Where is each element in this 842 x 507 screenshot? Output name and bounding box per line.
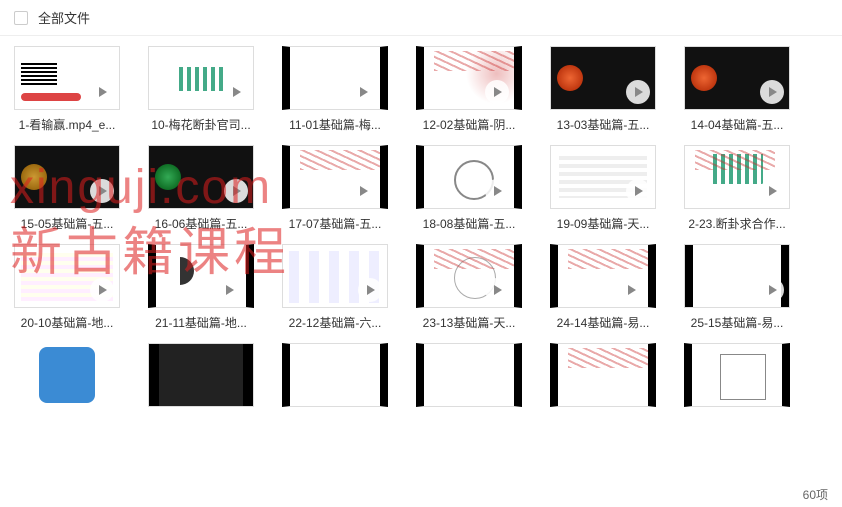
file-item: 24-14基础篇-易... (550, 244, 656, 331)
video-thumbnail[interactable] (416, 244, 522, 308)
file-label[interactable]: 19-09基础篇-天... (557, 215, 650, 232)
file-label[interactable]: 2-23.断卦求合作... (688, 215, 785, 232)
file-item: 22-12基础篇-六... (282, 244, 388, 331)
play-icon (224, 179, 248, 203)
play-icon (90, 179, 114, 203)
header-bar: 全部文件 (0, 0, 842, 36)
file-label[interactable]: 11-01基础篇-梅... (289, 116, 381, 133)
file-item (148, 343, 254, 413)
video-thumbnail[interactable] (14, 244, 120, 308)
file-item: 23-13基础篇-天... (416, 244, 522, 331)
video-thumbnail[interactable] (684, 343, 790, 407)
play-icon (351, 179, 375, 203)
video-thumbnail[interactable] (14, 145, 120, 209)
video-thumbnail[interactable] (282, 343, 388, 407)
file-item (282, 343, 388, 413)
file-label[interactable]: 23-13基础篇-天... (423, 314, 516, 331)
video-thumbnail[interactable] (684, 46, 790, 110)
play-icon (90, 278, 114, 302)
play-icon (485, 278, 509, 302)
file-label[interactable]: 24-14基础篇-易... (557, 314, 650, 331)
file-label[interactable]: 13-03基础篇-五... (557, 116, 650, 133)
video-thumbnail[interactable] (14, 343, 120, 407)
play-icon (619, 278, 643, 302)
file-label[interactable]: 14-04基础篇-五... (691, 116, 784, 133)
play-icon (760, 179, 784, 203)
file-item: 17-07基础篇-五... (282, 145, 388, 232)
file-label[interactable]: 18-08基础篇-五... (423, 215, 516, 232)
file-item: 16-06基础篇-五... (148, 145, 254, 232)
select-all-checkbox[interactable] (14, 11, 28, 25)
file-item (416, 343, 522, 413)
file-item: 18-08基础篇-五... (416, 145, 522, 232)
video-thumbnail[interactable] (148, 244, 254, 308)
file-label[interactable]: 15-05基础篇-五... (21, 215, 114, 232)
file-item: 12-02基础篇-阴... (416, 46, 522, 133)
video-thumbnail[interactable] (416, 343, 522, 407)
play-icon (760, 80, 784, 104)
file-item: 21-11基础篇-地... (148, 244, 254, 331)
file-icon (39, 347, 95, 403)
file-label[interactable]: 22-12基础篇-六... (289, 314, 382, 331)
play-icon (485, 80, 509, 104)
video-thumbnail[interactable] (550, 46, 656, 110)
file-item: 19-09基础篇-天... (550, 145, 656, 232)
file-item (684, 343, 790, 413)
file-item: 13-03基础篇-五... (550, 46, 656, 133)
video-thumbnail[interactable] (282, 145, 388, 209)
play-icon (485, 179, 509, 203)
video-thumbnail[interactable] (550, 244, 656, 308)
video-thumbnail[interactable] (282, 46, 388, 110)
file-label[interactable]: 16-06基础篇-五... (155, 215, 248, 232)
video-thumbnail[interactable] (550, 145, 656, 209)
video-thumbnail[interactable] (14, 46, 120, 110)
item-count: 60项 (803, 486, 828, 503)
file-item (550, 343, 656, 413)
file-label[interactable]: 17-07基础篇-五... (289, 215, 382, 232)
file-item: 11-01基础篇-梅... (282, 46, 388, 133)
play-icon (351, 80, 375, 104)
file-item: 2-23.断卦求合作... (684, 145, 790, 232)
file-label[interactable]: 10-梅花断卦官司... (151, 116, 250, 133)
file-label[interactable]: 12-02基础篇-阴... (423, 116, 516, 133)
file-label[interactable]: 1-看输赢.mp4_e... (19, 116, 116, 133)
header-title: 全部文件 (38, 8, 90, 27)
file-item: 25-15基础篇-易... (684, 244, 790, 331)
file-item: 14-04基础篇-五... (684, 46, 790, 133)
file-label[interactable]: 25-15基础篇-易... (691, 314, 784, 331)
video-thumbnail[interactable] (550, 343, 656, 407)
file-item: 20-10基础篇-地... (14, 244, 120, 331)
file-label[interactable]: 21-11基础篇-地... (155, 314, 247, 331)
video-thumbnail[interactable] (148, 145, 254, 209)
file-item: 15-05基础篇-五... (14, 145, 120, 232)
play-icon (358, 278, 382, 302)
play-icon (626, 179, 650, 203)
video-thumbnail[interactable] (684, 244, 790, 308)
file-item (14, 343, 120, 413)
video-thumbnail[interactable] (416, 46, 522, 110)
video-thumbnail[interactable] (282, 244, 388, 308)
play-icon (760, 278, 784, 302)
file-item: 10-梅花断卦官司... (148, 46, 254, 133)
video-thumbnail[interactable] (416, 145, 522, 209)
video-thumbnail[interactable] (684, 145, 790, 209)
file-label[interactable]: 20-10基础篇-地... (21, 314, 114, 331)
file-item: 1-看输赢.mp4_e... (14, 46, 120, 133)
play-icon (90, 80, 114, 104)
file-grid: 1-看输赢.mp4_e... 10-梅花断卦官司... 11-01基础篇-梅..… (0, 36, 842, 423)
play-icon (217, 278, 241, 302)
video-thumbnail[interactable] (148, 46, 254, 110)
play-icon (224, 80, 248, 104)
play-icon (626, 80, 650, 104)
video-thumbnail[interactable] (148, 343, 254, 407)
